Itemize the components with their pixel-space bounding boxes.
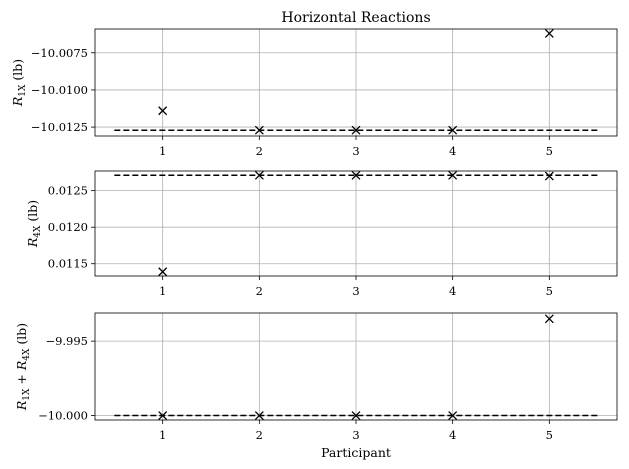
x-tick-label-2: 2 [256,428,263,442]
x-tick-label-1: 1 [159,144,166,158]
data-point-3 [351,170,361,180]
data-point-4 [448,170,458,180]
y-tick-label-1: 0.0125 [48,184,88,198]
y-tick-label-1: −10.0075 [31,46,88,60]
x-axis-label: Participant [321,445,391,460]
data-point-3 [351,125,361,135]
data-point-2 [254,125,264,135]
x-tick-label-2: 2 [256,144,263,158]
data-point-4 [448,125,458,135]
chart-panel-3: 1 2 3 4 5 −9.995 −10.000 R1X + R4X (lb) Particip… [14,312,618,460]
data-point-5 [544,314,554,324]
figure-title: Horizontal Reactions [281,10,430,26]
data-point-2 [254,170,264,180]
data-point-5 [544,171,554,181]
y-axis-label: R4X (lb) [25,200,43,248]
x-tick-label-4: 4 [449,284,456,298]
y-tick-label-2: −10.000 [38,409,88,423]
data-point-1 [158,267,168,277]
x-tick-label-3: 3 [352,428,359,442]
y-tick-label-1: −9.995 [45,334,88,348]
chart-panel-2: 1 2 3 4 5 0.0125 0.0120 0.0115 R4X (lb) [25,170,618,298]
data-point-2 [254,411,264,420]
data-point-3 [351,411,361,420]
x-tick-label-1: 1 [159,284,166,298]
x-tick-label-4: 4 [449,144,456,158]
y-tick-label-3: −10.0125 [31,120,88,134]
x-tick-label-5: 5 [546,428,553,442]
y-tick-label-3: 0.0115 [48,257,88,271]
data-point-5 [544,28,554,38]
data-point-1 [158,106,168,116]
x-tick-label-4: 4 [449,428,456,442]
x-tick-label-5: 5 [546,284,553,298]
x-tick-label-1: 1 [159,428,166,442]
x-tick-label-3: 3 [352,144,359,158]
x-tick-label-2: 2 [256,284,263,298]
data-point-1 [158,411,168,420]
y-axis-label: R1X + R4X (lb) [14,323,32,411]
x-tick-label-5: 5 [546,144,553,158]
x-tick-label-3: 3 [352,284,359,298]
y-axis-label: R1X (lb) [10,59,28,107]
y-tick-label-2: −10.0100 [31,83,88,97]
data-point-4 [448,411,458,420]
y-tick-label-2: 0.0120 [48,220,88,234]
